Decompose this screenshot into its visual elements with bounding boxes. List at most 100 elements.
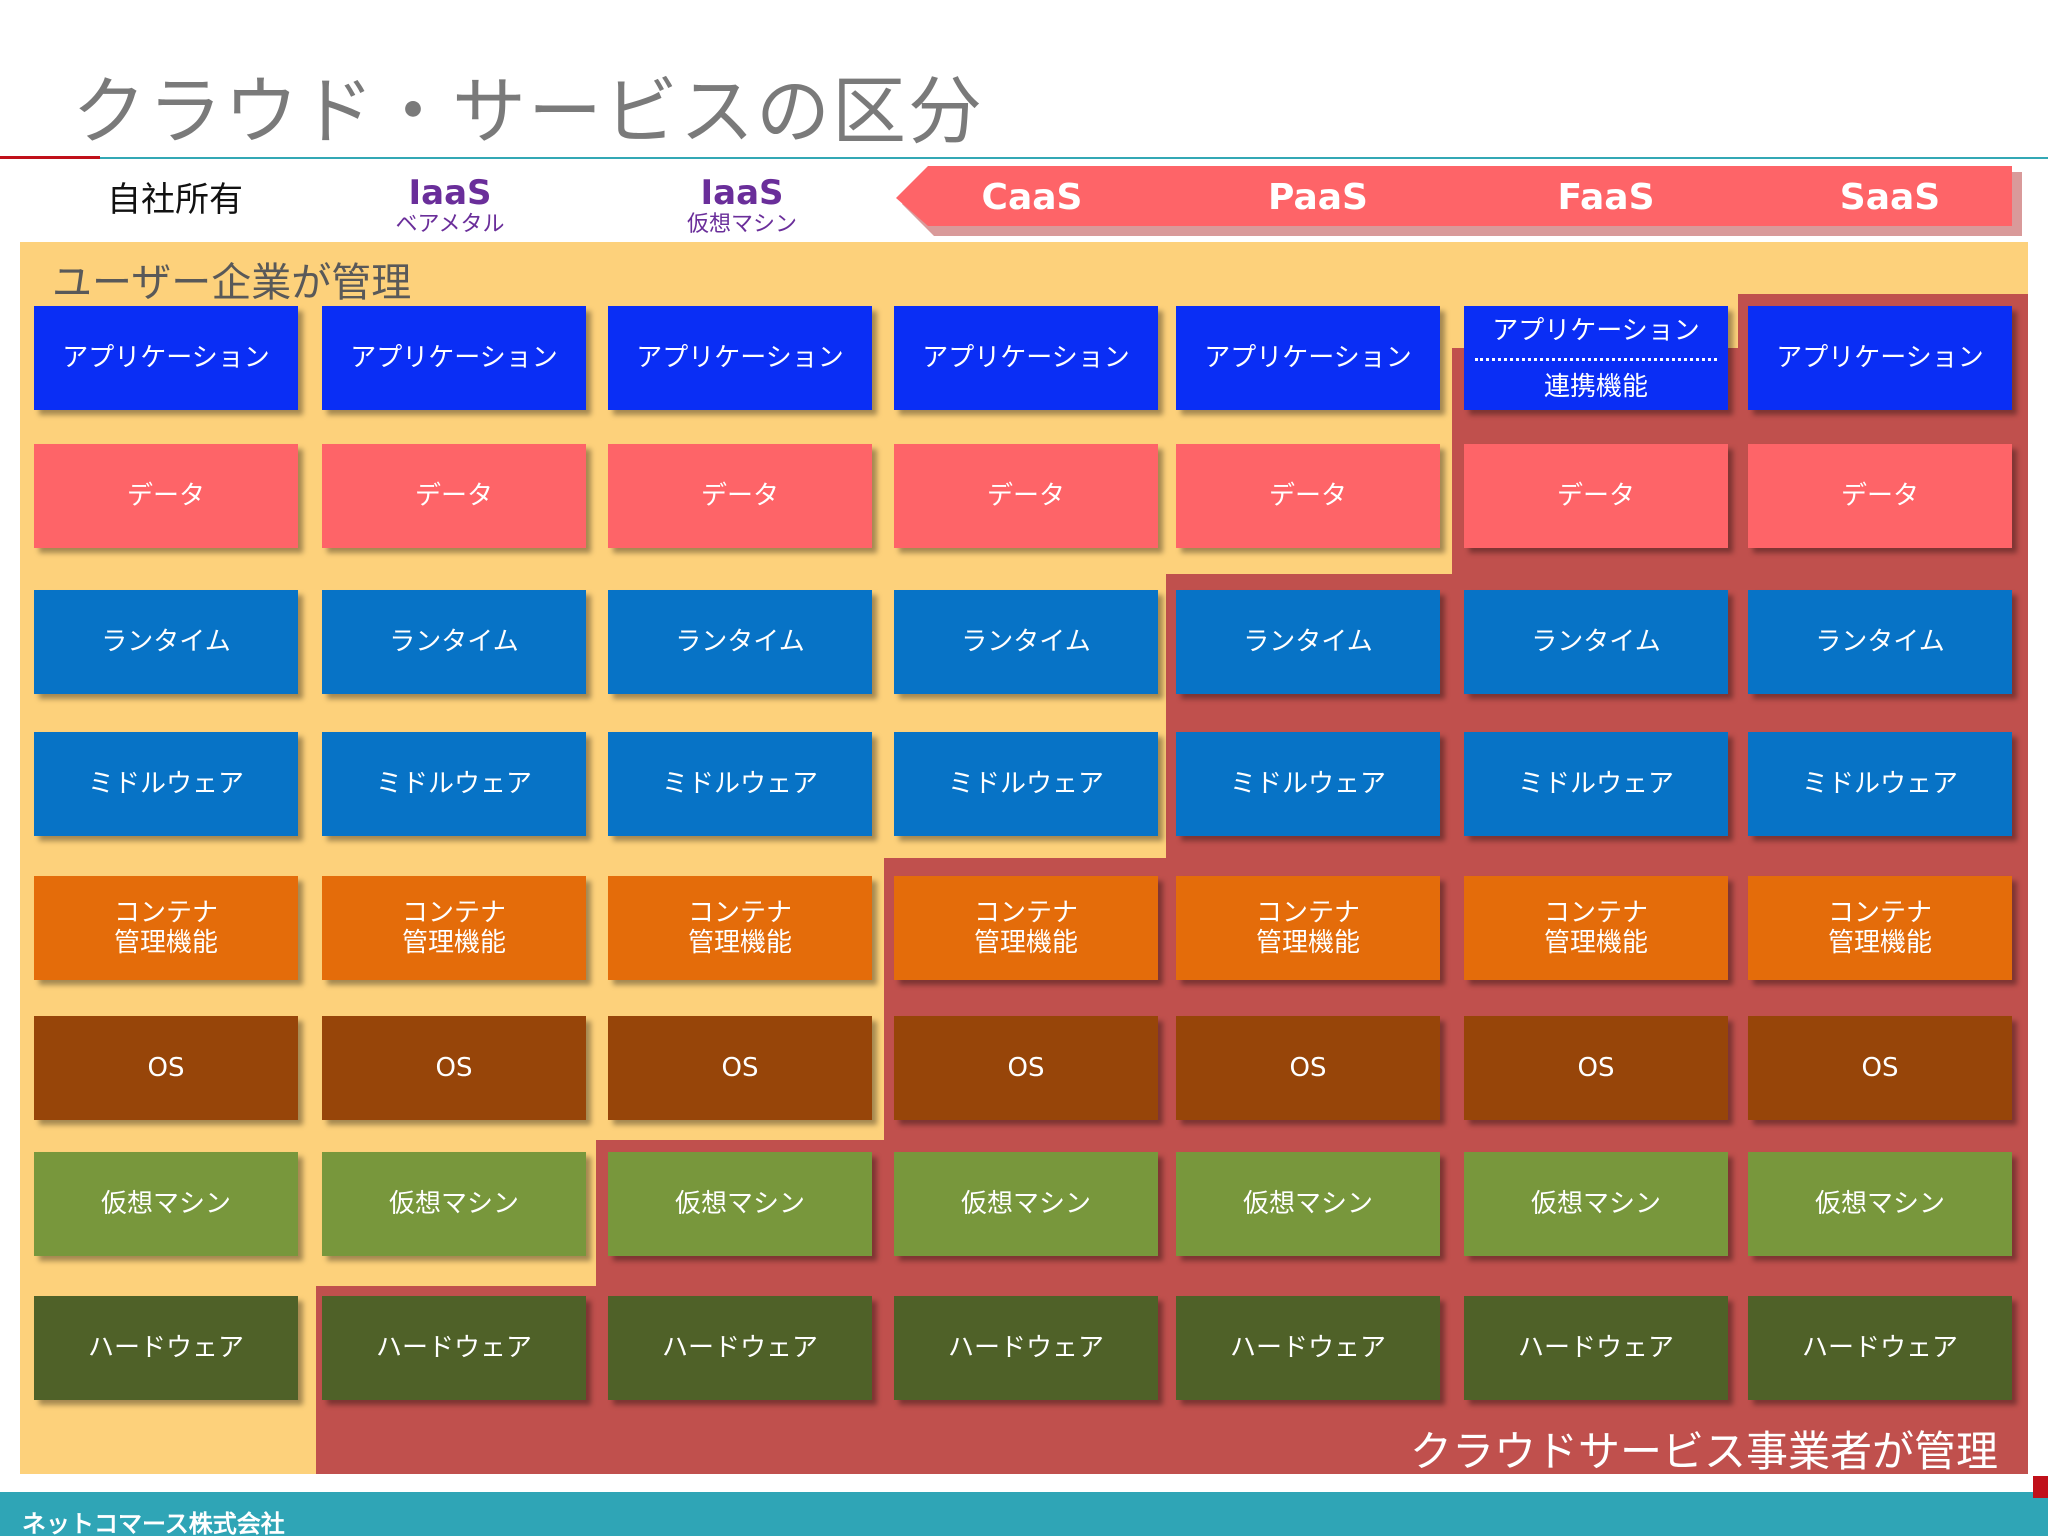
layer-label: データ bbox=[1556, 481, 1635, 511]
layer-label: ミドルウェア bbox=[1517, 769, 1674, 799]
layer-label: アプリケーション bbox=[1204, 343, 1412, 373]
layer-label: OS bbox=[721, 1053, 759, 1083]
layer-box-runtime-on-premise: ランタイム bbox=[34, 590, 298, 694]
layer-label: ランタイム bbox=[1815, 627, 1945, 657]
layer-box-data-on-premise: データ bbox=[34, 444, 298, 548]
layer-box-container-mgmt-paas: コンテナ 管理機能 bbox=[1176, 876, 1440, 980]
layer-box-virtual-machine-saas: 仮想マシン bbox=[1748, 1152, 2012, 1256]
layer-box-os-caas: OS bbox=[894, 1016, 1158, 1120]
layer-box-middleware-saas: ミドルウェア bbox=[1748, 732, 2012, 836]
layer-label: ランタイム bbox=[961, 627, 1091, 657]
layer-label: 仮想マシン bbox=[388, 1189, 519, 1219]
layer-box-runtime-iaas-baremetal: ランタイム bbox=[322, 590, 586, 694]
layer-label: ハードウェア bbox=[947, 1333, 1104, 1363]
company-name: ネットコマース株式会社 bbox=[22, 1510, 285, 1538]
layer-box-hardware-on-premise: ハードウェア bbox=[34, 1296, 298, 1400]
layer-box-runtime-faas: ランタイム bbox=[1464, 590, 1728, 694]
layer-box-container-mgmt-iaas-baremetal: コンテナ 管理機能 bbox=[322, 876, 586, 980]
cloud-services-arrow bbox=[896, 166, 2022, 236]
provider-managed-label: クラウドサービス事業者が管理 bbox=[1409, 1427, 1998, 1476]
layer-box-hardware-caas: ハードウェア bbox=[894, 1296, 1158, 1400]
layer-label: 管理機能 bbox=[687, 928, 792, 958]
layer-box-data-saas: データ bbox=[1748, 444, 2012, 548]
layer-label: OS bbox=[1577, 1053, 1615, 1083]
layer-box-middleware-iaas-baremetal: ミドルウェア bbox=[322, 732, 586, 836]
layer-label: コンテナ bbox=[1543, 898, 1648, 928]
layer-box-os-iaas-vm: OS bbox=[608, 1016, 872, 1120]
layer-label: 管理機能 bbox=[1543, 928, 1648, 958]
faas-integration-label: 連携機能 bbox=[1543, 372, 1648, 402]
layer-label: データ bbox=[126, 481, 205, 511]
layer-box-virtual-machine-iaas-baremetal: 仮想マシン bbox=[322, 1152, 586, 1256]
layer-box-middleware-paas: ミドルウェア bbox=[1176, 732, 1440, 836]
layer-box-hardware-faas: ハードウェア bbox=[1464, 1296, 1728, 1400]
layer-box-virtual-machine-iaas-vm: 仮想マシン bbox=[608, 1152, 872, 1256]
layer-label: 管理機能 bbox=[973, 928, 1078, 958]
layer-label: ミドルウェア bbox=[87, 769, 244, 799]
layer-label: コンテナ bbox=[1827, 898, 1932, 928]
layer-label: ランタイム bbox=[675, 627, 805, 657]
layer-label: 管理機能 bbox=[113, 928, 218, 958]
layer-label: 管理機能 bbox=[401, 928, 506, 958]
user-managed-label: ユーザー企業が管理 bbox=[52, 260, 412, 306]
layer-label: OS bbox=[1861, 1053, 1899, 1083]
layer-box-runtime-iaas-vm: ランタイム bbox=[608, 590, 872, 694]
layer-label: OS bbox=[1007, 1053, 1045, 1083]
layer-label: ハードウェア bbox=[1517, 1333, 1674, 1363]
layer-label: 仮想マシン bbox=[1530, 1189, 1661, 1219]
layer-label: データ bbox=[700, 481, 779, 511]
layer-box-container-mgmt-faas: コンテナ 管理機能 bbox=[1464, 876, 1728, 980]
layer-box-application-paas: アプリケーション bbox=[1176, 306, 1440, 410]
layer-box-virtual-machine-faas: 仮想マシン bbox=[1464, 1152, 1728, 1256]
layer-box-runtime-caas: ランタイム bbox=[894, 590, 1158, 694]
layer-label: 管理機能 bbox=[1827, 928, 1932, 958]
layer-label: アプリケーション bbox=[62, 343, 270, 373]
layer-box-container-mgmt-saas: コンテナ 管理機能 bbox=[1748, 876, 2012, 980]
layer-label: OS bbox=[1289, 1053, 1327, 1083]
layer-box-application-on-premise: アプリケーション bbox=[34, 306, 298, 410]
layer-label: データ bbox=[414, 481, 493, 511]
layer-box-container-mgmt-iaas-vm: コンテナ 管理機能 bbox=[608, 876, 872, 980]
layer-label: アプリケーション bbox=[922, 343, 1130, 373]
layer-label: ミドルウェア bbox=[947, 769, 1104, 799]
layer-box-runtime-paas: ランタイム bbox=[1176, 590, 1440, 694]
layer-label: コンテナ bbox=[1255, 898, 1360, 928]
title-rule bbox=[100, 157, 2048, 159]
layer-box-hardware-paas: ハードウェア bbox=[1176, 1296, 1440, 1400]
footer-bar bbox=[0, 1492, 2048, 1536]
layer-label: 仮想マシン bbox=[674, 1189, 805, 1219]
title-rule-accent bbox=[0, 156, 100, 159]
page-title: クラウド・サービスの区分 bbox=[72, 69, 984, 155]
layer-label: ミドルウェア bbox=[1229, 769, 1386, 799]
layer-box-hardware-iaas-baremetal: ハードウェア bbox=[322, 1296, 586, 1400]
layer-box-os-iaas-baremetal: OS bbox=[322, 1016, 586, 1120]
layer-box-os-saas: OS bbox=[1748, 1016, 2012, 1120]
layer-label: ランタイム bbox=[1243, 627, 1373, 657]
column-subheader-baremetal: ベアメタル bbox=[395, 212, 505, 237]
layer-box-middleware-on-premise: ミドルウェア bbox=[34, 732, 298, 836]
faas-app-label: アプリケーション bbox=[1492, 316, 1700, 346]
layer-box-application-iaas-vm: アプリケーション bbox=[608, 306, 872, 410]
layer-box-application-faas: アプリケーション 連携機能 bbox=[1464, 306, 1728, 410]
layer-box-virtual-machine-caas: 仮想マシン bbox=[894, 1152, 1158, 1256]
footer-accent bbox=[2033, 1476, 2048, 1498]
layer-box-application-saas: アプリケーション bbox=[1748, 306, 2012, 410]
layer-box-os-faas: OS bbox=[1464, 1016, 1728, 1120]
faas-divider bbox=[1474, 357, 1718, 361]
layer-label: 仮想マシン bbox=[960, 1189, 1091, 1219]
column-header-iaas-baremetal: IaaS ベアメタル bbox=[340, 174, 560, 238]
column-header-iaas-vm: IaaS 仮想マシン bbox=[632, 174, 852, 238]
layer-label: コンテナ bbox=[687, 898, 792, 928]
layer-label: データ bbox=[986, 481, 1065, 511]
layer-box-data-caas: データ bbox=[894, 444, 1158, 548]
layer-label: ハードウェア bbox=[1229, 1333, 1386, 1363]
layer-box-virtual-machine-paas: 仮想マシン bbox=[1176, 1152, 1440, 1256]
column-header-caas: CaaS bbox=[981, 177, 1083, 218]
layer-box-middleware-faas: ミドルウェア bbox=[1464, 732, 1728, 836]
layer-box-virtual-machine-on-premise: 仮想マシン bbox=[34, 1152, 298, 1256]
layer-label: コンテナ bbox=[973, 898, 1078, 928]
layer-label: ハードウェア bbox=[661, 1333, 818, 1363]
layer-label: 管理機能 bbox=[1255, 928, 1360, 958]
layer-box-os-paas: OS bbox=[1176, 1016, 1440, 1120]
layer-box-data-iaas-baremetal: データ bbox=[322, 444, 586, 548]
